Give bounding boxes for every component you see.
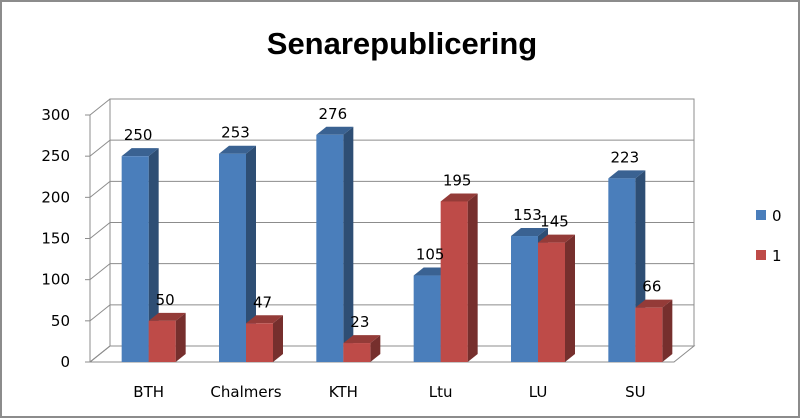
y-tick-label: 200 xyxy=(41,188,70,206)
data-label-lu-series-0: 153 xyxy=(513,206,542,224)
gridline-diagonal xyxy=(89,304,111,322)
bar-su-series-1 xyxy=(635,299,673,362)
bar-front xyxy=(440,201,468,362)
bar-front xyxy=(316,134,344,362)
data-label-bth-series-1: 50 xyxy=(156,291,175,309)
bar-chalmers-series-1 xyxy=(246,315,283,362)
x-tick-label-lu: LU xyxy=(529,383,548,401)
x-tick-label-chalmers: Chalmers xyxy=(210,383,281,401)
data-label-kth-series-1: 23 xyxy=(350,313,369,331)
bar-front xyxy=(413,275,441,362)
bar-top xyxy=(219,145,256,154)
bar-front xyxy=(121,156,149,362)
x-tick-label-bth: BTH xyxy=(133,383,164,401)
bar-lu-series-1 xyxy=(538,234,575,362)
bar-top xyxy=(511,228,548,237)
bar-side xyxy=(148,148,159,362)
y-tick-label: 0 xyxy=(60,353,70,371)
gridline-diagonal xyxy=(89,345,111,363)
gridline-diagonal xyxy=(89,139,111,157)
bar-side xyxy=(273,315,283,362)
y-tick-label: 250 xyxy=(41,147,70,165)
bar-kth-series-0 xyxy=(316,126,354,362)
y-tick-label: 300 xyxy=(41,106,70,124)
bar-top xyxy=(246,315,283,324)
data-label-su-series-0: 223 xyxy=(611,148,640,166)
bar-front xyxy=(148,320,176,362)
bar-top xyxy=(635,299,673,308)
bar-side xyxy=(467,193,478,362)
gridline-diagonal xyxy=(89,98,111,116)
bar-front xyxy=(635,307,663,362)
bar-bth-series-0 xyxy=(121,148,159,362)
y-tick-label: 150 xyxy=(41,230,70,248)
x-tick-label-kth: KTH xyxy=(329,383,358,401)
bar-chalmers-series-0 xyxy=(219,145,256,362)
bar-side xyxy=(662,299,673,362)
bar-front xyxy=(343,343,371,362)
data-label-ltu-series-1: 195 xyxy=(443,171,472,189)
bar-side xyxy=(246,145,256,362)
bar-side xyxy=(343,126,354,362)
x-tick-label-ltu: Ltu xyxy=(429,383,453,401)
bar-front xyxy=(511,236,538,362)
data-label-su-series-1: 66 xyxy=(642,278,661,296)
gridline-diagonal xyxy=(89,222,111,239)
data-label-ltu-series-0: 105 xyxy=(416,246,445,264)
x-axis: BTH Chalmers KTH Ltu LU SU xyxy=(133,383,645,401)
bar-bth-series-1 xyxy=(148,312,186,362)
bar-top xyxy=(148,312,186,321)
chart-title: Senarepublicering xyxy=(267,26,537,61)
data-label-kth-series-0: 276 xyxy=(319,105,348,123)
y-axis: 0 50 100 150 200 250 300 xyxy=(41,106,91,371)
legend: 01 xyxy=(756,207,782,265)
data-label-lu-series-1: 145 xyxy=(540,213,569,231)
y-tick-label: 100 xyxy=(41,271,70,289)
legend-label-series-0: 0 xyxy=(772,207,782,225)
bar-top xyxy=(608,170,646,179)
bars xyxy=(121,126,673,362)
bar-top xyxy=(343,335,381,344)
bar-kth-series-1 xyxy=(343,335,381,362)
gridline-diagonal xyxy=(89,263,111,281)
gridline-diagonal xyxy=(89,180,111,198)
bar-top xyxy=(440,193,478,202)
bar-side xyxy=(370,335,381,362)
x-tick-label-su: SU xyxy=(625,383,646,401)
bar-front xyxy=(608,178,636,362)
bar-side xyxy=(565,234,575,362)
legend-label-series-1: 1 xyxy=(772,247,782,265)
data-label-chalmers-series-1: 47 xyxy=(253,293,272,311)
bar-top xyxy=(538,234,575,243)
data-label-chalmers-series-0: 253 xyxy=(221,124,250,142)
bar-front xyxy=(219,153,246,362)
bar-front xyxy=(246,323,273,362)
bar-top xyxy=(121,148,159,157)
bar-front xyxy=(538,242,565,362)
bar-ltu-series-1 xyxy=(440,193,478,362)
bar-side xyxy=(175,312,186,362)
y-tick-label: 50 xyxy=(51,312,70,330)
legend-swatch-series-1 xyxy=(756,250,766,260)
bar-top xyxy=(316,126,354,135)
gridlines xyxy=(89,98,694,363)
legend-swatch-series-0 xyxy=(756,210,766,220)
data-label-bth-series-0: 250 xyxy=(124,126,153,144)
